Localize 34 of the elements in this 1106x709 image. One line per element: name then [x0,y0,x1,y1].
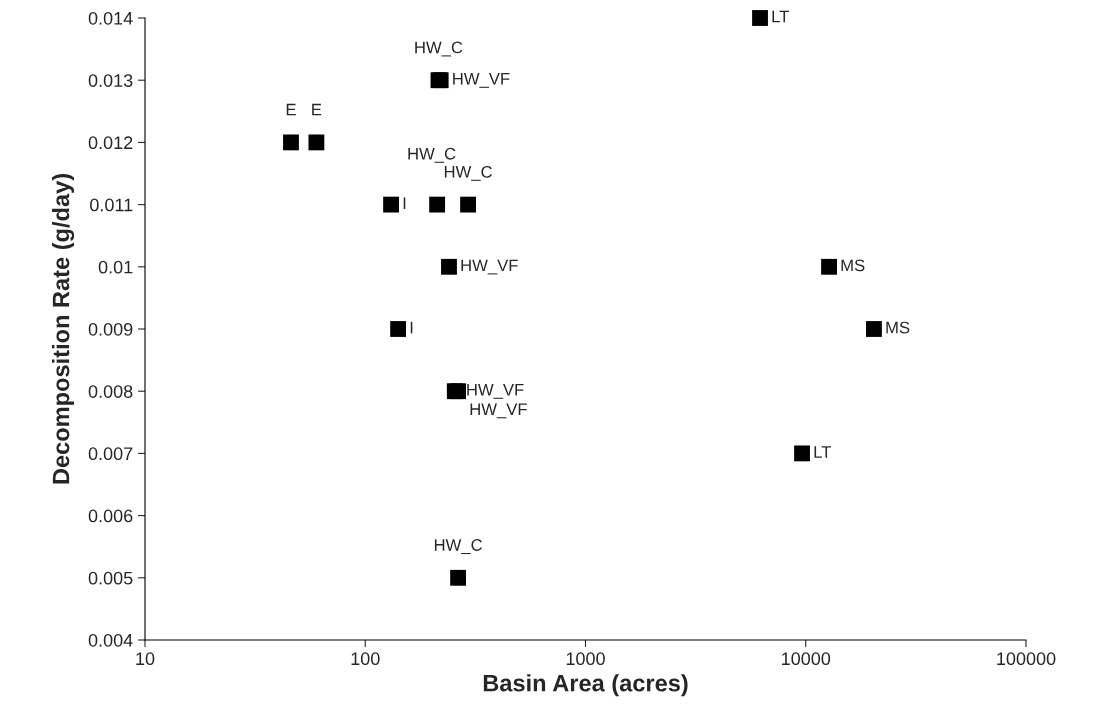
annotation: E [312,103,322,116]
x-tick-label: 100 [351,652,380,666]
y-tick-label: 0.005 [88,571,133,585]
y-tick-label: 0.008 [88,385,133,398]
y-tick-label: 0.006 [88,509,133,523]
x-tick-label: 10000 [782,652,831,666]
annotation: HW_C [434,539,483,555]
x-tick-label: 100000 [997,652,1056,666]
y-tick-label: 0.004 [88,633,133,647]
y-axis-title: Decomposition Rate (g/day) [52,174,75,484]
annotation: MS [886,321,910,334]
annotation: HW_VF [467,384,524,399]
annotation: HW_VF [453,73,510,88]
x-axis-title: Basin Area (acres) [483,674,688,697]
annotation: E [286,103,296,116]
annotation: LT [772,10,789,23]
annotation: HW_C [415,41,463,57]
y-tick-label: 0.007 [88,447,133,461]
y-tick-label: 0.014 [88,11,133,25]
x-tick-label: 1000 [566,652,605,666]
annotation: I [403,197,406,209]
annotation: MS [841,259,865,272]
y-tick-label: 0.011 [90,198,133,212]
annotation: LT [814,446,831,458]
y-tick-label: 0.013 [88,74,133,87]
annotation: I [410,321,413,334]
y-tick-label: 0.012 [88,136,133,150]
annotation: HW_VF [470,403,527,419]
y-tick-label: 0.01 [98,260,133,274]
annotation: HW_VF [461,259,518,275]
annotation: HW_C [444,165,492,181]
x-tick-label: 10 [136,652,155,666]
annotation: HW_C [408,147,456,163]
y-tick-label: 0.009 [88,322,133,336]
